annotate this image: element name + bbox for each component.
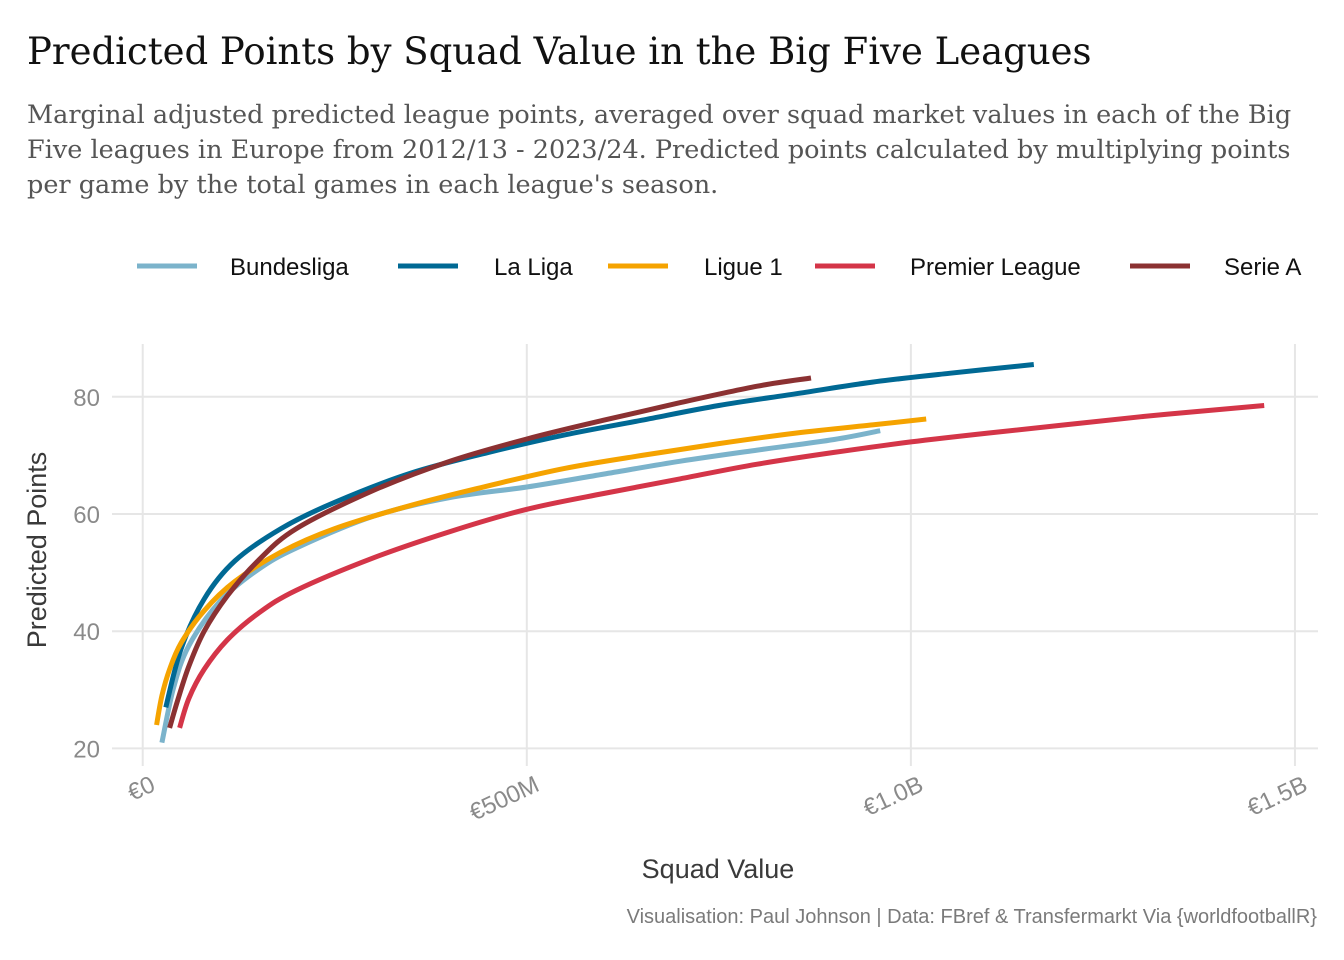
x-tick-label: €0 xyxy=(124,771,160,807)
y-tick-label: 60 xyxy=(73,502,100,529)
y-axis-title: Predicted Points xyxy=(22,452,52,649)
legend-label: Ligue 1 xyxy=(704,254,783,281)
y-tick-label: 80 xyxy=(73,385,100,412)
x-axis-title: Squad Value xyxy=(642,854,795,884)
x-tick-label: €1.5B xyxy=(1243,771,1311,822)
legend: Bundesliga La Liga Ligue 1 Premier League Se… xyxy=(137,254,1301,281)
legend-label: Serie A xyxy=(1224,254,1301,281)
caption: Visualisation: Paul Johnson | Data: FBre… xyxy=(626,906,1317,928)
series-line-premier-league xyxy=(177,403,1265,729)
series-line-ligue-1 xyxy=(154,416,927,726)
chart-subtitle: Marginal adjusted predicted league point… xyxy=(27,100,1292,200)
tick-labels: 20 40 60 80 €0 €500M €1.0B €1.5B xyxy=(73,385,1311,827)
legend-label: Bundesliga xyxy=(230,254,349,281)
series-line-serie-a xyxy=(167,375,812,729)
series-line-la-liga xyxy=(163,362,1035,709)
legend-label: Premier League xyxy=(910,254,1081,281)
y-tick-label: 40 xyxy=(73,619,100,646)
series-lines xyxy=(154,362,1265,744)
y-tick-label: 20 xyxy=(73,736,100,763)
legend-label: La Liga xyxy=(494,254,573,281)
chart-title: Predicted Points by Squad Value in the B… xyxy=(27,30,1092,73)
x-tick-label: €1.0B xyxy=(859,771,927,822)
x-tick-label: €500M xyxy=(465,771,543,826)
grid xyxy=(112,344,1318,766)
